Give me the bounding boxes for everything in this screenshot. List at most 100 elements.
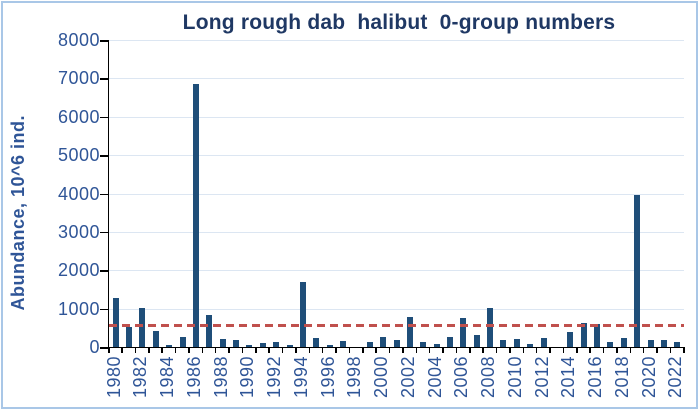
y-tick-label-7000: 7000 [57,68,100,89]
bar-1984 [166,344,173,347]
bar-1992 [273,341,280,347]
x-tick-label-2018: 2018 [611,356,632,399]
bar-2022 [674,342,681,347]
bar-1988 [219,338,226,347]
y-tick-mark [100,155,108,157]
bar-2012 [540,338,547,347]
x-tick-label-1998: 1998 [344,356,365,399]
x-tick-mark [522,347,525,353]
x-tick-mark [589,347,591,353]
gridline-2000 [109,270,684,272]
x-tick-label-2002: 2002 [397,356,418,399]
x-tick-label-2016: 2016 [585,356,606,399]
bar-2000 [380,337,387,347]
x-tick-mark [629,347,631,353]
y-tick-mark [100,116,108,119]
y-tick-mark [100,308,108,311]
x-tick-mark [415,347,418,353]
x-tick-mark [642,347,645,353]
x-tick-mark [188,347,190,353]
x-tick-label-1988: 1988 [210,356,231,399]
bar-1991 [259,343,266,347]
x-tick-mark [214,347,217,353]
x-tick-label-2004: 2004 [424,356,445,399]
bar-2019 [634,195,641,347]
y-tick-label-4000: 4000 [57,183,100,204]
x-tick-mark [121,347,123,353]
x-tick-mark [268,347,270,353]
x-tick-mark [241,347,244,353]
bar-2017 [607,341,614,347]
bar-1983 [152,330,159,347]
x-tick-mark [455,347,458,353]
y-tick-label-2000: 2000 [57,260,100,281]
bar-2004 [433,343,440,347]
gridline-3000 [109,231,684,233]
y-tick-label-3000: 3000 [57,221,100,242]
y-tick-mark [100,270,108,272]
x-tick-label-2014: 2014 [558,356,579,399]
x-tick-mark [562,347,565,353]
bar-2011 [527,343,534,347]
chart-title: Long rough dab halibut 0-group numbers [182,11,616,34]
bar-1980 [112,298,119,347]
bar-1993 [286,345,293,347]
bar-2018 [620,338,627,347]
x-tick-mark [134,347,137,353]
bar-2008 [487,307,494,347]
x-tick-label-2022: 2022 [665,356,686,399]
x-tick-mark [335,347,337,353]
x-tick-label-1984: 1984 [157,356,178,399]
x-tick-label-1990: 1990 [237,356,258,399]
x-tick-mark [321,347,324,353]
x-tick-mark [174,347,177,353]
x-tick-mark [295,347,297,353]
y-tick-label-8000: 8000 [57,30,100,50]
bar-2005 [446,337,453,347]
gridline-8000 [109,40,684,41]
x-tick-mark [308,347,311,353]
y-tick-mark [100,231,108,234]
x-tick-label-1996: 1996 [317,356,338,399]
x-tick-mark [362,347,364,353]
bar-1987 [206,315,213,347]
x-tick-label-2006: 2006 [451,356,472,399]
x-tick-label-2010: 2010 [504,356,525,399]
x-tick-mark [535,347,538,353]
x-tick-mark [576,347,578,353]
bar-1981 [126,327,133,347]
y-tick-mark [100,78,108,80]
y-tick-mark [100,347,108,349]
mean-reference-line [109,323,684,327]
bar-1982 [139,308,146,347]
x-tick-label-2000: 2000 [371,356,392,399]
x-tick-mark [656,347,658,353]
bar-2003 [420,342,427,347]
x-tick-mark [228,347,230,353]
bar-1995 [313,337,320,347]
x-tick-mark [281,347,284,353]
x-tick-mark [442,347,444,353]
y-tick-label-1000: 1000 [57,298,100,319]
bar-1996 [326,344,333,347]
x-tick-mark [388,347,391,353]
bar-1997 [340,341,346,347]
x-tick-mark [509,347,511,353]
bar-1994 [299,281,306,347]
x-tick-mark [375,347,377,353]
plot-area [108,40,684,348]
bar-2014 [567,332,574,347]
y-tick-mark [100,40,108,42]
x-tick-mark [602,347,605,353]
x-tick-label-1994: 1994 [290,356,311,399]
gridline-4000 [109,193,684,195]
x-tick-label-1986: 1986 [183,356,204,399]
x-tick-label-2020: 2020 [638,356,659,399]
bar-2015 [580,323,587,347]
bar-2016 [594,324,601,347]
x-tick-mark [482,347,484,353]
bar-1985 [179,337,186,347]
bar-1989 [233,340,240,347]
x-tick-mark [402,347,404,353]
bar-2006 [460,318,467,347]
